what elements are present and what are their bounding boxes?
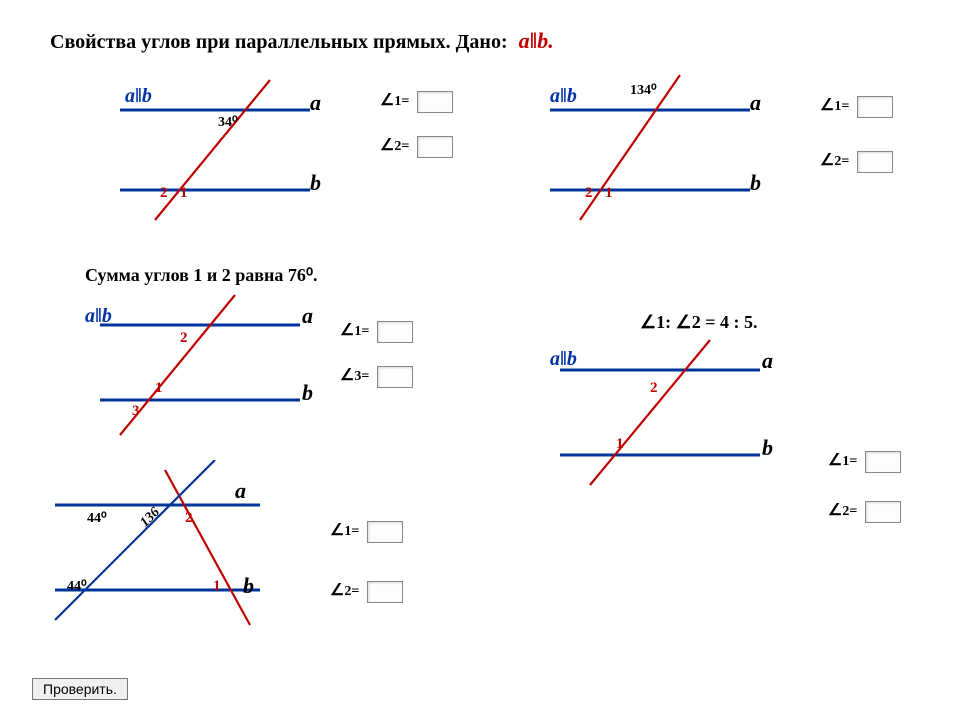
p4-input-1[interactable]: [865, 451, 901, 473]
angle-2: 2: [185, 510, 193, 527]
problem-4: aǁb a b 2 1: [520, 330, 820, 500]
problem-1: aǁb a b 34⁰ 2 1: [60, 70, 360, 230]
p2-answer-1: ∠1=: [820, 95, 893, 118]
p2-answer-2: ∠2=: [820, 150, 893, 173]
problem-5: a b 44⁰ 44⁰ 136 2 1: [35, 460, 335, 650]
p5-input-1[interactable]: [367, 521, 403, 543]
p1-answer-1: ∠1=: [380, 90, 453, 113]
line-b-label: b: [310, 170, 321, 196]
angle-2: 2: [160, 185, 168, 202]
p4-answer-2: ∠2=: [828, 500, 901, 523]
problem-3: aǁb a b 2 1 3: [60, 285, 360, 445]
angle-1: 1: [180, 185, 188, 202]
angle-1: 1: [605, 185, 613, 202]
p3-input-1[interactable]: [377, 321, 413, 343]
parallel-label: aǁb: [125, 85, 152, 108]
given-angle-bot: 44⁰: [67, 578, 87, 595]
angle-1: 1: [616, 436, 624, 453]
p3-answer-3: ∠3=: [340, 365, 413, 388]
p3-input-3[interactable]: [377, 366, 413, 388]
problem-2: aǁb a b 134⁰ 2 1: [510, 70, 810, 230]
given-angle: 34⁰: [218, 114, 238, 131]
p4-input-2[interactable]: [865, 501, 901, 523]
line-a-label: a: [750, 90, 761, 116]
p2-input-1[interactable]: [857, 96, 893, 118]
angle-2: 2: [180, 330, 188, 347]
p1-input-1[interactable]: [417, 91, 453, 113]
p1-answer-2: ∠2=: [380, 135, 453, 158]
given-angle-top: 44⁰: [87, 510, 107, 527]
line-a-label: a: [235, 478, 246, 504]
angle-2: 2: [585, 185, 593, 202]
angle-1: 1: [155, 380, 163, 397]
line-a-label: a: [762, 348, 773, 374]
p3-answer-1: ∠1=: [340, 320, 413, 343]
angle-3: 3: [132, 403, 140, 420]
line-b-label: b: [243, 573, 254, 599]
line-b-label: b: [762, 435, 773, 461]
p3-subtitle: Сумма углов 1 и 2 равна 76⁰.: [85, 265, 318, 286]
angle-1: 1: [213, 578, 221, 595]
check-button[interactable]: Проверить.: [32, 678, 128, 700]
p5-input-2[interactable]: [367, 581, 403, 603]
page-title: Свойства углов при параллельных прямых. …: [50, 28, 554, 54]
parallel-label: aǁb: [550, 348, 577, 371]
parallel-label: aǁb: [85, 305, 112, 328]
line-b-label: b: [750, 170, 761, 196]
line-a-label: a: [310, 90, 321, 116]
given-angle: 134⁰: [630, 82, 657, 99]
line-a-label: a: [302, 303, 313, 329]
p1-input-2[interactable]: [417, 136, 453, 158]
line-b-label: b: [302, 380, 313, 406]
p2-input-2[interactable]: [857, 151, 893, 173]
p4-answer-1: ∠1=: [828, 450, 901, 473]
p5-answer-2: ∠2=: [330, 580, 403, 603]
p5-answer-1: ∠1=: [330, 520, 403, 543]
parallel-label: aǁb: [550, 85, 577, 108]
angle-2: 2: [650, 380, 658, 397]
